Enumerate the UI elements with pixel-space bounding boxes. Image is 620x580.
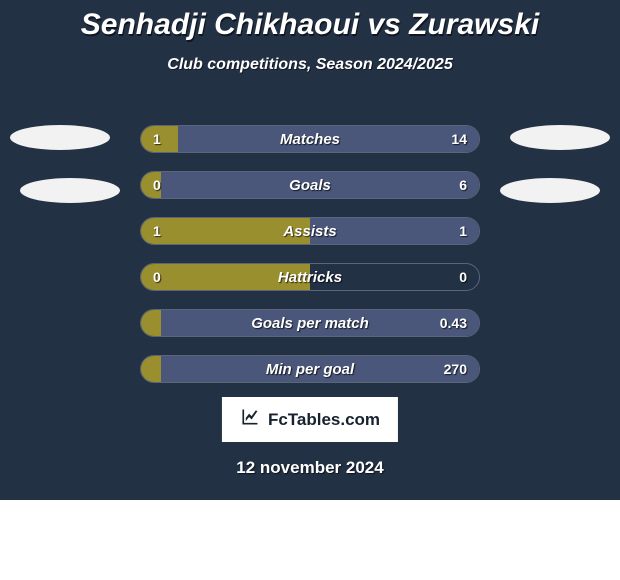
player-left-badge-1 xyxy=(10,125,110,150)
stat-label: Assists xyxy=(141,218,479,244)
chart-icon xyxy=(240,407,260,432)
comparison-card: Senhadji Chikhaoui vs Zurawski Club comp… xyxy=(0,0,620,500)
brand-badge[interactable]: FcTables.com xyxy=(222,397,398,442)
stat-row: 114Matches xyxy=(140,125,480,153)
player-right-badge-1 xyxy=(510,125,610,150)
page-title: Senhadji Chikhaoui vs Zurawski xyxy=(0,0,620,42)
brand-text: FcTables.com xyxy=(268,410,380,430)
player-left-badge-2 xyxy=(20,178,120,203)
date-text: 12 november 2024 xyxy=(0,458,620,478)
stat-row: 06Goals xyxy=(140,171,480,199)
subtitle: Club competitions, Season 2024/2025 xyxy=(0,56,620,74)
stat-row: 11Assists xyxy=(140,217,480,245)
stat-row: 270Min per goal xyxy=(140,355,480,383)
stat-label: Hattricks xyxy=(141,264,479,290)
stat-label: Goals per match xyxy=(141,310,479,336)
player-right-badge-2 xyxy=(500,178,600,203)
stat-label: Goals xyxy=(141,172,479,198)
stat-row: 00Hattricks xyxy=(140,263,480,291)
stat-label: Min per goal xyxy=(141,356,479,382)
stat-bars: 114Matches 06Goals 11Assists 00Hattricks 0.4… xyxy=(140,125,480,401)
stat-row: 0.43Goals per match xyxy=(140,309,480,337)
stat-label: Matches xyxy=(141,126,479,152)
